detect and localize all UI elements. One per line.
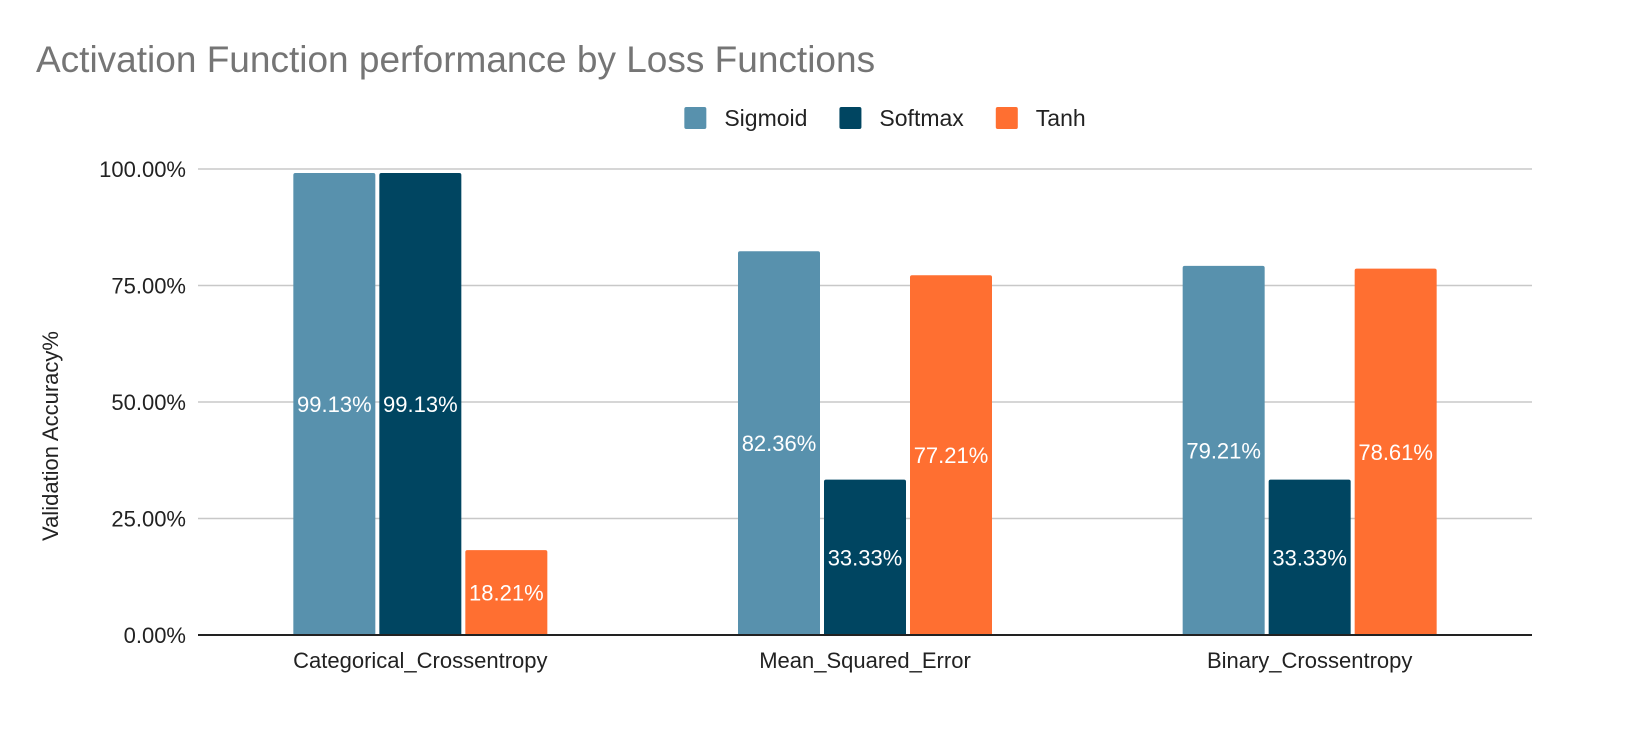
y-tick-label: 25.00% — [111, 507, 186, 532]
y-tick-label: 0.00% — [124, 623, 186, 648]
bar-value-label: 78.61% — [1358, 440, 1433, 465]
bar-value-label: 18.21% — [469, 581, 544, 606]
x-tick-label: Binary_Crossentropy — [1207, 648, 1412, 673]
bar-value-label: 99.13% — [383, 392, 458, 417]
bar-softmax — [1268, 479, 1351, 635]
bar-value-label: 33.33% — [828, 545, 903, 570]
bar-value-label: 77.21% — [914, 443, 989, 468]
y-axis-ticks: 0.00% 25.00% 50.00% 75.00% 100.00% — [99, 157, 186, 648]
legend-swatch-tanh — [995, 107, 1018, 129]
bar-softmax — [379, 173, 462, 635]
bar-tanh — [465, 550, 548, 635]
bar-value-label: 99.13% — [297, 392, 372, 417]
legend-label: Tanh — [1036, 105, 1086, 131]
bar-sigmoid — [1182, 265, 1265, 635]
y-tick-label: 75.00% — [111, 274, 186, 299]
bar-sigmoid — [738, 251, 820, 635]
bar-value-label: 33.33% — [1272, 545, 1347, 570]
x-tick-label: Mean_Squared_Error — [759, 648, 971, 673]
bar-value-label: 82.36% — [742, 431, 817, 456]
chart-bars: 99.13% 99.13% 18.21% 82.36% 33.33% 77.21% 79.2… — [198, 173, 1532, 636]
bar-sigmoid — [293, 173, 376, 635]
y-axis-title: Validation Accuracy% — [38, 331, 63, 541]
bar-value-label: 79.21% — [1186, 438, 1261, 463]
legend-label: Softmax — [879, 105, 964, 131]
bar-tanh — [1354, 268, 1437, 635]
x-tick-label: Categorical_Crossentropy — [293, 648, 547, 673]
legend-swatch-softmax — [839, 107, 862, 129]
legend-label: Sigmoid — [724, 105, 807, 131]
chart-legend: Sigmoid Softmax Tanh — [684, 105, 1086, 131]
chart-title: Activation Function performance by Loss … — [36, 39, 875, 80]
bar-tanh — [910, 275, 992, 635]
y-tick-label: 100.00% — [99, 157, 186, 182]
bar-softmax — [824, 479, 906, 635]
y-tick-label: 50.00% — [111, 390, 186, 415]
legend-swatch-sigmoid — [684, 107, 707, 129]
x-axis-ticks: Categorical_Crossentropy Mean_Squared_Err… — [293, 648, 1412, 673]
